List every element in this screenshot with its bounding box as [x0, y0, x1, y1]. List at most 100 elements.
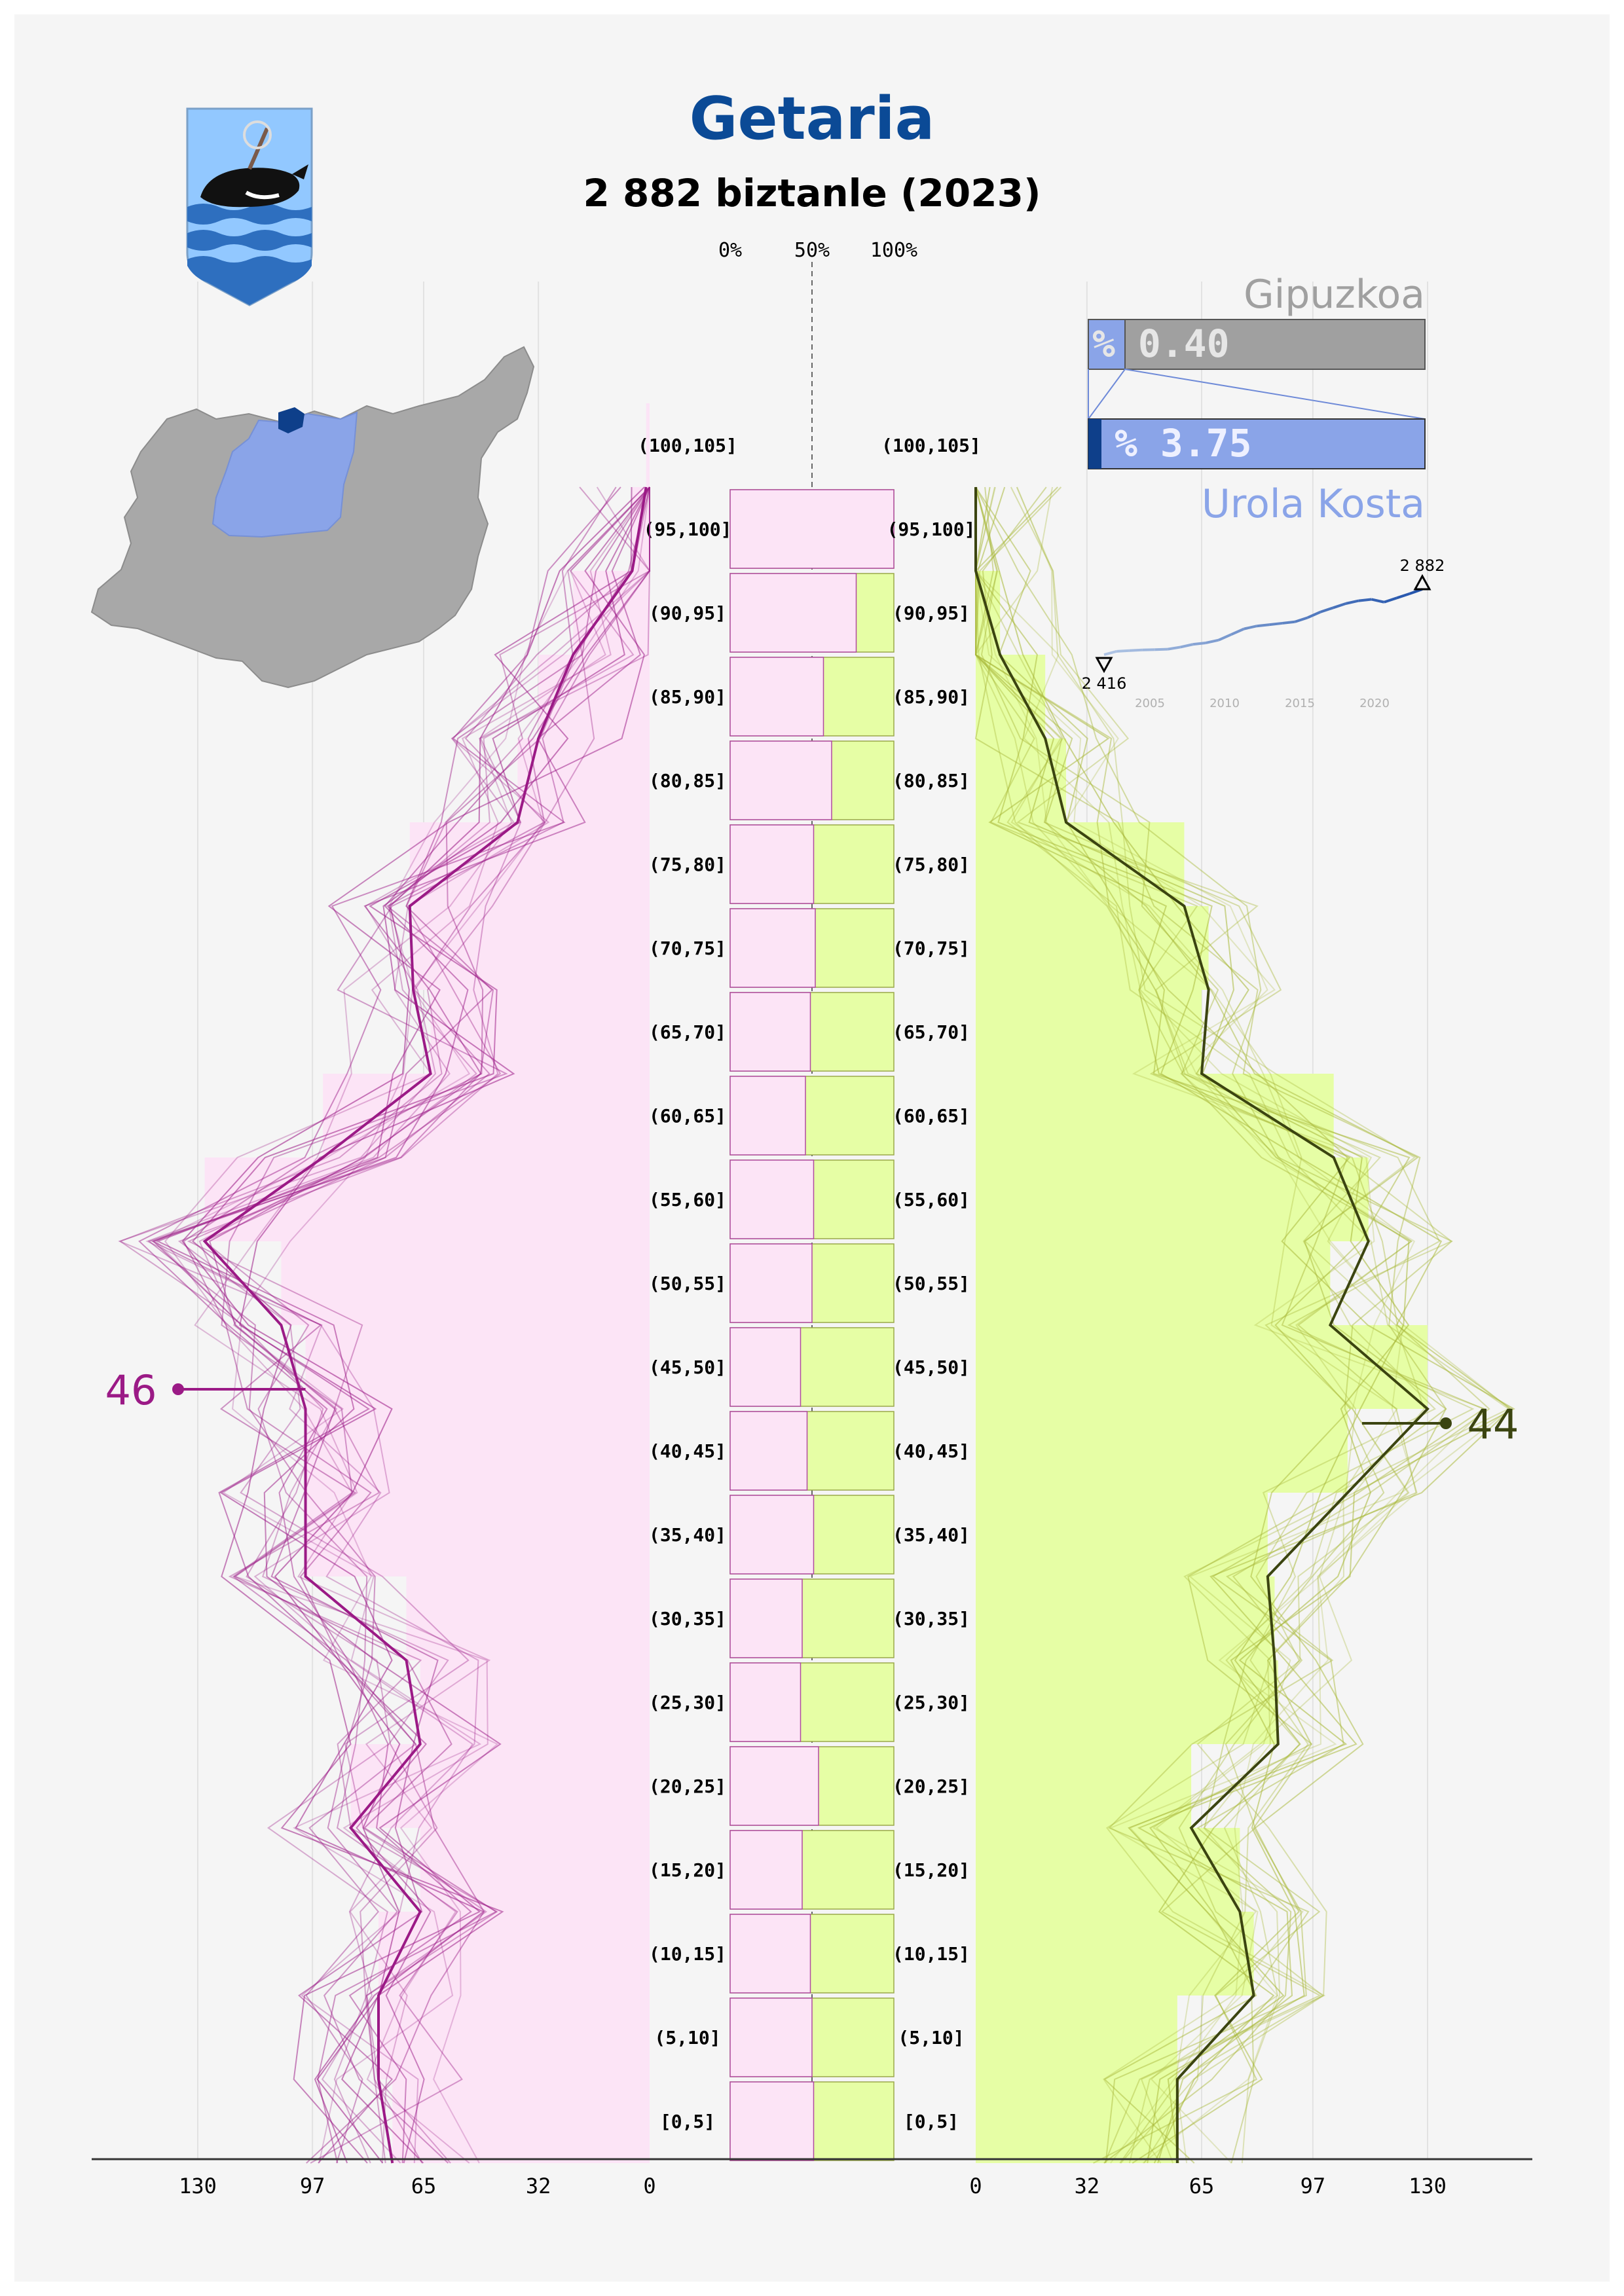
age-label-left-9: (45,50]: [649, 1357, 726, 1378]
age-label-left-11: (55,60]: [649, 1189, 726, 1211]
male-median-dot: [1440, 1417, 1452, 1429]
age-label-right-19: (95,100]: [887, 519, 976, 540]
female-history-line-2: [194, 486, 650, 2164]
comarca-share-value: % 3.75: [1115, 421, 1252, 465]
sparkline-segment-16: [1294, 616, 1308, 623]
ratio-female-6: [729, 1578, 803, 1658]
male-bar-9: [976, 1325, 1428, 1409]
ratio-female-17: [729, 657, 824, 737]
age-label-right-10: (50,55]: [893, 1273, 970, 1294]
age-label-right-16: (80,85]: [893, 770, 970, 792]
male-bar-1: [976, 1995, 1177, 2079]
comarca-shape: [212, 411, 358, 538]
sparkline-max-marker-icon: [1413, 574, 1431, 591]
ratio-female-10: [729, 1243, 813, 1323]
age-label-right-12: (60,65]: [893, 1105, 970, 1127]
age-label-right-2: (10,15]: [893, 1943, 970, 1965]
male-history-line-4: [975, 487, 1412, 2164]
female-history-line-17: [152, 487, 650, 2164]
sparkline-year-2005: 2005: [1135, 697, 1165, 710]
age-label-right-5: (25,30]: [893, 1692, 970, 1713]
female-bar-2: [378, 1912, 650, 1995]
female-history-line-10: [203, 486, 650, 2164]
age-label-right-17: (85,90]: [893, 686, 970, 708]
male-history-line-20: [975, 486, 1410, 2164]
sparkline-year-2020: 2020: [1359, 697, 1390, 710]
sparkline-segment-3: [1129, 648, 1143, 652]
sparkline-segment-17: [1307, 610, 1321, 619]
ratio-female-2: [729, 1914, 811, 1994]
sparkline-segment-10: [1218, 633, 1232, 642]
male-axis-tick-3: 97: [1301, 2174, 1326, 2198]
age-label-left-19: (95,100]: [644, 519, 732, 540]
female-axis-tick-4: 130: [179, 2174, 217, 2198]
female-history-line-8: [119, 486, 650, 2164]
male-history-line-10: [974, 486, 1475, 2164]
age-label-right-14: (70,75]: [893, 938, 970, 959]
male-bar-4: [976, 1744, 1192, 1828]
male-history-line-19: [974, 486, 1515, 2164]
female-median-label: 46: [105, 1366, 157, 1414]
ratio-female-12: [729, 1076, 806, 1156]
age-label-right-7: (35,40]: [893, 1524, 970, 1546]
age-label-left-15: (75,80]: [649, 854, 726, 875]
municipality-shape: [278, 407, 304, 433]
male-history-line-12: [975, 486, 1417, 2164]
age-label-right-11: (55,60]: [893, 1189, 970, 1211]
male-bar-8: [976, 1409, 1348, 1493]
male-history-line-2: [1016, 486, 1486, 2164]
female-bar-1: [378, 1995, 650, 2079]
female-bar-18: [573, 571, 650, 655]
ratio-axis: 0% 50% 100%: [718, 239, 917, 262]
female-median-callout: 46: [105, 1366, 306, 1414]
male-bar-13: [976, 990, 1202, 1074]
female-bar-9: [305, 1325, 650, 1409]
sparkline-year-2010: 2010: [1209, 697, 1240, 710]
male-median-label: 44: [1467, 1400, 1519, 1448]
age-label-left-4: (20,25]: [649, 1776, 726, 1797]
male-history-line-7: [975, 487, 1510, 2164]
female-history-line-20: [219, 486, 633, 2164]
age-label-right-13: (65,70]: [893, 1021, 970, 1043]
province-share-value: % 0.40: [1092, 321, 1230, 366]
age-label-right-15: (75,80]: [893, 854, 970, 875]
male-bar-2: [976, 1912, 1254, 1995]
age-label-right-9: (45,50]: [893, 1357, 970, 1378]
female-history-line-11: [221, 487, 650, 2164]
male-history-line-8: [974, 486, 1436, 2164]
sparkline-segment-5: [1154, 647, 1168, 651]
province-share-bar-fill: [1088, 319, 1126, 370]
comarca-share-bar-bg: [1088, 418, 1426, 469]
female-history-line-6: [198, 486, 650, 2164]
sparkline-segment-9: [1206, 638, 1219, 644]
ratio-tick-50: 50%: [794, 239, 830, 262]
male-bar-11: [976, 1157, 1369, 1241]
female-bar-14: [413, 906, 650, 990]
male-axis-tick-4: 130: [1409, 2174, 1447, 2198]
ratio-female-5: [729, 1662, 802, 1742]
female-bar-3: [420, 1828, 650, 1912]
female-bar-0: [392, 2079, 650, 2163]
age-label-left-8: (40,45]: [649, 1440, 726, 1462]
comarca-share-bar-fill: [1088, 419, 1101, 469]
female-axis-tick-2: 65: [411, 2174, 437, 2198]
ratio-tick-100: 100%: [870, 239, 917, 262]
female-current-line: [202, 486, 648, 2164]
sparkline-segment-21: [1358, 598, 1372, 602]
female-history-line-16: [208, 486, 650, 2164]
male-axis-tick-2: 65: [1189, 2174, 1215, 2198]
sparkline-segment-20: [1345, 599, 1359, 605]
female-history-line-9: [187, 486, 651, 2164]
age-label-right-1: (5,10]: [898, 2027, 964, 2049]
coat-of-arms-emblem: [186, 107, 313, 306]
female-history-line-12: [147, 486, 617, 2164]
female-bar-20: [646, 403, 650, 487]
ratio-female-18: [729, 573, 857, 653]
sparkline-segment-6: [1167, 646, 1181, 651]
female-bar-4: [350, 1744, 650, 1828]
sparkline-segment-7: [1180, 643, 1194, 649]
female-bar-5: [420, 1660, 650, 1744]
age-label-right-8: (40,45]: [893, 1440, 970, 1462]
sparkline-segment-19: [1333, 602, 1346, 610]
